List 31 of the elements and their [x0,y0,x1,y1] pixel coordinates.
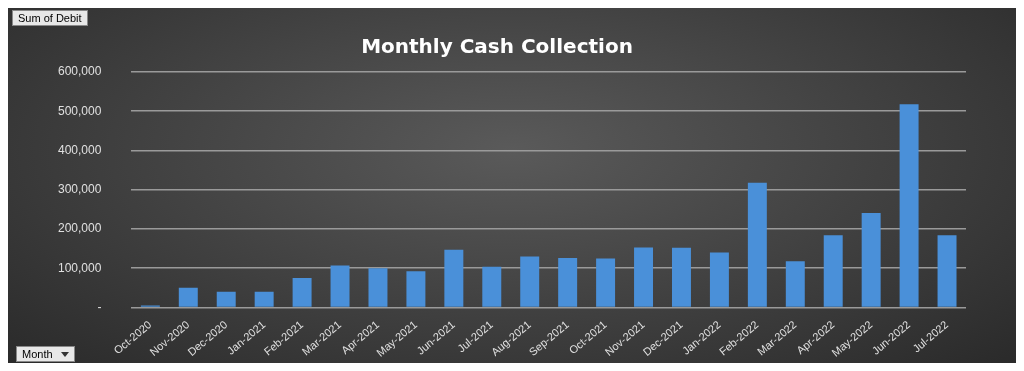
bar [482,266,502,307]
y-tick-label: 500,000 [57,103,102,118]
y-tick-label: - [97,299,102,314]
bar [254,291,274,307]
bar [368,268,388,307]
bar [330,265,350,307]
bar [747,182,767,307]
bar [823,235,843,307]
bar [634,247,654,307]
bar [520,256,540,307]
bar [444,249,464,307]
bar [216,291,236,307]
y-tick-label: 200,000 [57,221,102,236]
chart-title: Monthly Cash Collection [361,34,633,59]
y-tick-label: 400,000 [57,142,102,157]
text: Sum of Debit [12,10,88,26]
bar [709,252,729,307]
bar [406,271,426,307]
bar [596,258,616,307]
bar [671,247,691,307]
bar [292,278,312,307]
y-tick-label: 600,000 [57,64,102,79]
bar [937,235,957,307]
bar [861,212,881,307]
bar [558,258,578,307]
text: Month [22,348,53,360]
y-tick-label: 300,000 [57,182,102,197]
y-tick-label: 100,000 [57,260,102,275]
bar [785,261,805,307]
bar [899,104,919,307]
bar [178,287,198,307]
